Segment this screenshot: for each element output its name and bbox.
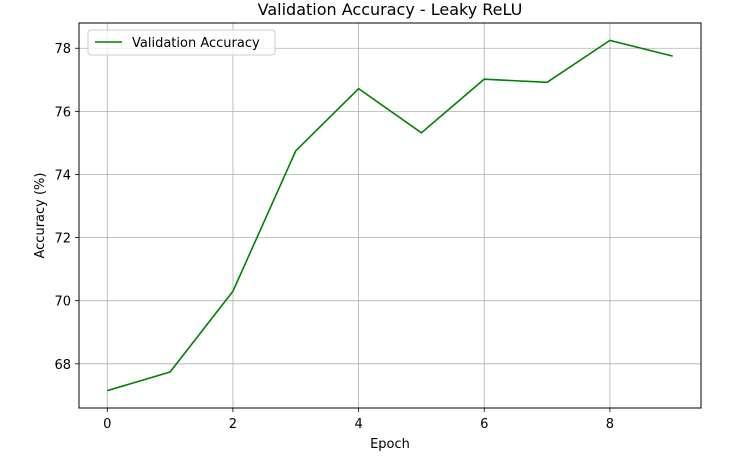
y-axis-label: Accuracy (%) bbox=[33, 173, 48, 259]
x-tick-label: 0 bbox=[103, 417, 111, 432]
y-tick-label: 68 bbox=[54, 358, 71, 373]
legend: Validation Accuracy bbox=[87, 29, 276, 56]
data-point bbox=[483, 78, 485, 80]
data-point bbox=[169, 371, 171, 373]
x-tick-label: 8 bbox=[606, 417, 614, 432]
x-tick-label: 6 bbox=[480, 417, 488, 432]
y-tick-label: 74 bbox=[54, 168, 71, 183]
data-point bbox=[609, 39, 611, 41]
data-point bbox=[357, 87, 359, 89]
x-axis-label: Epoch bbox=[370, 437, 410, 452]
y-tick-label: 78 bbox=[54, 42, 71, 57]
y-tick-label: 76 bbox=[54, 105, 71, 120]
data-point bbox=[672, 55, 674, 57]
y-tick-label: 70 bbox=[54, 295, 71, 310]
x-tick-label: 4 bbox=[354, 417, 362, 432]
data-point bbox=[546, 81, 548, 83]
plot-area-frame bbox=[78, 22, 702, 409]
series-layer bbox=[106, 39, 674, 392]
data-point bbox=[106, 389, 108, 391]
data-point bbox=[232, 290, 234, 292]
x-tick-label: 2 bbox=[229, 417, 237, 432]
series-line-0 bbox=[107, 39, 673, 392]
data-point bbox=[420, 132, 422, 134]
grid-lines bbox=[79, 23, 701, 408]
legend-entry-validation-accuracy: Validation Accuracy bbox=[132, 36, 260, 51]
legend-box bbox=[87, 29, 276, 56]
y-tick-label: 72 bbox=[54, 232, 71, 247]
chart-title: Validation Accuracy - Leaky ReLU bbox=[258, 0, 523, 19]
data-point bbox=[295, 150, 297, 152]
